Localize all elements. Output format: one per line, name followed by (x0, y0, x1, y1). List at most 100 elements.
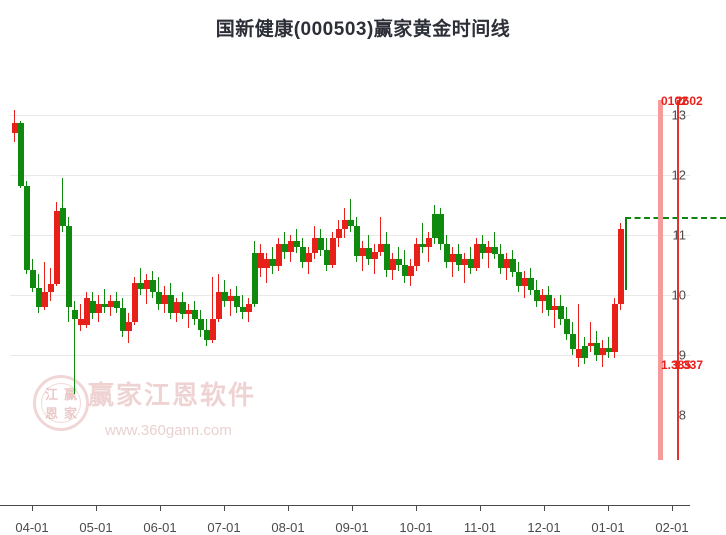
candle-wick (140, 268, 141, 295)
candle-wick (74, 301, 75, 394)
candle-body (413, 244, 420, 267)
candle-body (11, 123, 18, 133)
candle-body (455, 254, 462, 265)
candle-wick (146, 274, 147, 304)
candle-body (335, 229, 342, 238)
candle-body (353, 226, 360, 256)
candle-body (545, 295, 552, 310)
candle-body (557, 305, 564, 319)
candle-body (101, 304, 108, 307)
candle-wick (494, 232, 495, 259)
candle-body (347, 220, 354, 226)
candle-wick (488, 241, 489, 268)
candle-body (227, 296, 234, 301)
x-axis-line (0, 505, 690, 506)
candle-body (389, 259, 396, 270)
gridline (10, 115, 690, 116)
candle-body (437, 214, 444, 244)
candle-body (35, 287, 42, 307)
x-axis-label: 07-01 (207, 520, 241, 535)
candle-body (293, 241, 300, 247)
y-axis-label: 9 (678, 347, 686, 363)
candle-body (17, 123, 24, 186)
candle-body (233, 296, 240, 307)
time-line-label-lower: 1.385 (661, 358, 692, 372)
candle-body (563, 319, 570, 334)
candle-body (143, 280, 150, 289)
x-axis-tick (544, 505, 545, 511)
candle-body (71, 310, 78, 319)
candle-body (83, 298, 90, 325)
candle-body (203, 329, 210, 340)
candle-body (131, 283, 138, 322)
gann-level-line (625, 217, 726, 219)
candle-body (425, 238, 432, 247)
candle-body (485, 247, 492, 253)
candle-body (173, 302, 180, 313)
gann-level-anchor (625, 217, 627, 290)
plot-area: 131211109804-0105-0106-0107-0108-0109-01… (0, 90, 726, 535)
candle-body (53, 211, 60, 285)
candle-body (497, 254, 504, 268)
candle-wick (542, 289, 543, 313)
candle-wick (422, 223, 423, 253)
y-axis-label: 11 (672, 227, 687, 243)
candle-body (611, 304, 618, 352)
x-axis-label: 09-01 (335, 520, 369, 535)
candle-body (89, 301, 96, 313)
candle-body (263, 259, 270, 268)
candle-body (521, 278, 528, 286)
candle-body (221, 292, 228, 301)
candle-body (125, 322, 132, 331)
candle-body (29, 269, 36, 288)
candle-wick (230, 289, 231, 316)
candle-wick (428, 232, 429, 262)
page-title: 国新健康(000503)赢家黄金时间线 (215, 19, 511, 40)
candle-body (533, 290, 540, 301)
candle-wick (266, 253, 267, 283)
candle-body (599, 347, 606, 355)
candle-body (47, 284, 54, 292)
candle-body (155, 292, 162, 304)
candlestick-chart-root: 国新健康(000503)赢家黄金时间线 江 赢 恩 家 赢家江恩软件 www.3… (0, 19, 726, 535)
candle-body (23, 185, 30, 270)
candle-wick (590, 322, 591, 352)
candle-body (467, 259, 474, 268)
candle-body (179, 302, 186, 315)
x-axis-label: 08-01 (271, 520, 305, 535)
candle-body (317, 238, 324, 250)
x-axis-tick (672, 505, 673, 511)
candle-wick (350, 199, 351, 232)
x-axis-tick (160, 505, 161, 511)
x-axis-label: 01-01 (591, 520, 625, 535)
candle-body (431, 214, 438, 238)
candle-body (365, 248, 372, 259)
x-axis-tick (224, 505, 225, 511)
x-axis-label: 10-01 (399, 520, 433, 535)
candle-body (617, 229, 624, 304)
candle-body (551, 305, 558, 310)
time-line-label-upper-2: 2602 (676, 94, 703, 108)
seal-char-3: 家 (63, 406, 77, 421)
candle-body (197, 319, 204, 330)
gridline (10, 295, 690, 296)
candle-body (407, 266, 414, 276)
candle-body (209, 319, 216, 340)
candle-wick (578, 304, 579, 367)
candle-body (371, 251, 378, 259)
watermark-url: www.360gann.com (105, 422, 232, 439)
candle-body (329, 238, 336, 265)
x-axis-tick (416, 505, 417, 511)
candle-wick (362, 241, 363, 271)
x-axis-label: 04-01 (15, 520, 49, 535)
candle-body (245, 304, 252, 312)
candle-body (77, 319, 84, 325)
time-line-label-lower-2: 1.337 (673, 358, 704, 372)
gann-time-line-thick (658, 100, 663, 460)
candle-body (215, 292, 222, 319)
candle-body (137, 283, 144, 289)
x-axis-label: 11-01 (463, 520, 497, 535)
candle-body (593, 343, 600, 355)
candle-body (41, 292, 48, 307)
candle-wick (212, 277, 213, 343)
